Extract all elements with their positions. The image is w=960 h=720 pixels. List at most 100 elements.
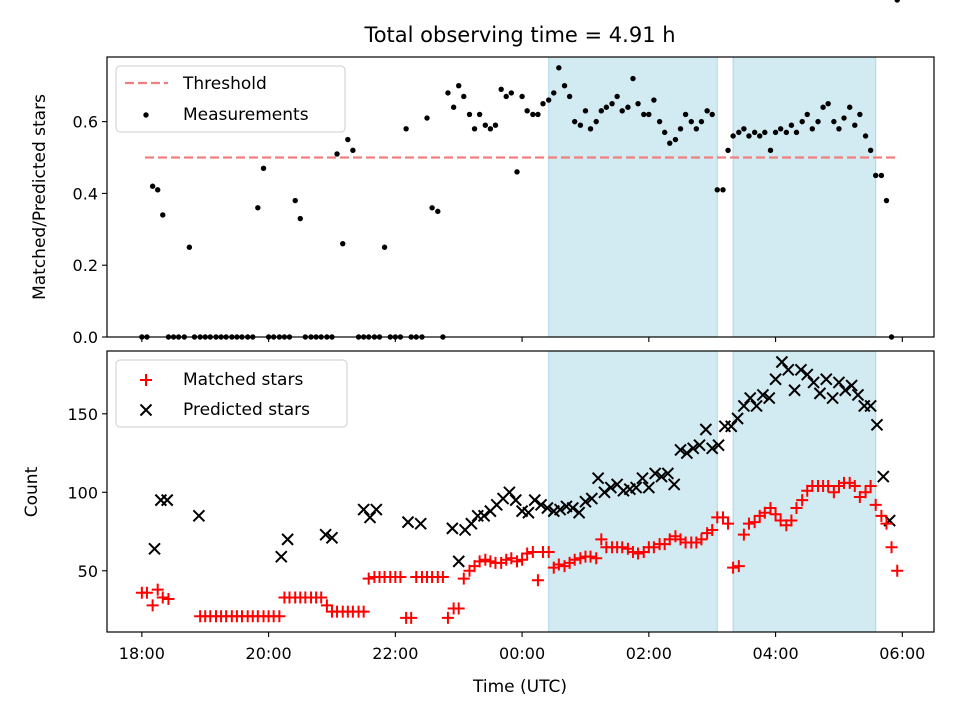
x-tick-label: 18:00	[119, 644, 165, 663]
measurement-point	[160, 212, 166, 218]
measurement-point	[820, 104, 826, 110]
matched-star-point	[362, 572, 375, 585]
matched-star-point	[827, 486, 840, 499]
predicted-star-point	[807, 376, 820, 389]
matched-star-point	[526, 545, 539, 558]
x-tick-label: 22:00	[372, 644, 418, 663]
matched-star-point	[732, 560, 745, 573]
measurement-point	[714, 187, 720, 193]
measurement-point	[777, 126, 784, 132]
predicted-star-point	[725, 420, 738, 433]
measurement-point	[530, 111, 536, 118]
measurement-point	[815, 118, 821, 125]
matched-star-point	[769, 508, 782, 521]
measurement-points	[139, 0, 900, 340]
measurement-point	[894, 0, 900, 3]
measurement-point	[508, 90, 515, 96]
legend-measurements-label: Measurements	[183, 105, 309, 125]
measurement-point	[519, 93, 525, 100]
predicted-star-point	[528, 493, 541, 507]
measurement-point	[635, 100, 641, 107]
measurement-point	[476, 111, 483, 118]
top-legend: Threshold Measurements	[115, 65, 346, 133]
measurement-point	[381, 244, 388, 250]
predicted-star-point	[744, 391, 757, 405]
predicted-star-point	[465, 517, 478, 530]
predicted-star-point	[629, 481, 643, 494]
predicted-star-point	[503, 486, 516, 499]
measurement-point	[345, 136, 351, 143]
matched-star-point	[859, 486, 872, 499]
measurement-point	[672, 136, 679, 143]
measurement-point	[340, 240, 346, 247]
predicted-star-point	[636, 471, 649, 485]
top-y-tick-label: 0.0	[73, 328, 98, 347]
measurement-point	[260, 165, 267, 171]
measurement-point	[514, 169, 520, 175]
measurement-point	[725, 147, 731, 154]
matched-star-point	[632, 547, 645, 560]
predicted-star-point	[325, 531, 339, 545]
matched-star-point	[822, 480, 835, 493]
predicted-star-point	[693, 438, 706, 452]
measurement-point	[429, 205, 435, 211]
matched-star-point	[880, 517, 893, 530]
measurement-point	[857, 111, 863, 118]
matched-star-point	[764, 501, 777, 514]
legend-measurements-swatch	[143, 112, 149, 118]
measurement-point	[693, 126, 700, 132]
measurement-point	[503, 93, 509, 100]
measurement-point	[350, 147, 356, 154]
matched-star-point	[156, 591, 169, 604]
measurement-point	[587, 126, 594, 132]
measurement-point	[709, 111, 715, 118]
matched-star-point	[785, 514, 798, 527]
predicted-star-point	[705, 442, 719, 455]
measurement-point	[619, 108, 625, 114]
predicted-star-point	[522, 506, 535, 519]
matched-star-point	[273, 610, 286, 623]
matched-star-point	[357, 605, 370, 618]
predicted-star-point	[275, 550, 288, 563]
legend-predicted-label: Predicted stars	[183, 400, 310, 420]
measurement-point	[445, 90, 451, 96]
measurement-point	[646, 111, 652, 118]
measurement-point	[566, 93, 573, 100]
predicted-star-point	[864, 399, 877, 413]
measurement-point	[154, 187, 161, 193]
measurement-point	[297, 215, 303, 222]
predicted-star-point	[826, 391, 839, 405]
legend-matched-label: Matched stars	[183, 370, 303, 390]
predicted-star-point	[370, 503, 383, 516]
measurement-point	[582, 108, 589, 114]
legend-threshold-label: Threshold	[182, 74, 267, 94]
measurement-point	[730, 133, 736, 139]
measurement-point	[461, 93, 467, 100]
matched-star-point	[511, 555, 524, 568]
measurement-point	[609, 100, 615, 107]
top-y-label: Matched/Predicted stars	[30, 94, 50, 300]
x-tick-label: 04:00	[753, 644, 799, 663]
predicted-star-point	[820, 373, 833, 386]
measurement-point	[598, 108, 604, 114]
predicted-star-point	[661, 467, 675, 480]
legend-matched-swatch	[140, 374, 152, 386]
measurement-point	[641, 111, 647, 118]
predicted-star-point	[750, 399, 763, 413]
matched-star-point	[626, 545, 639, 558]
measurement-point	[593, 118, 599, 125]
matched-star-point	[436, 571, 449, 584]
measurement-point	[783, 129, 790, 136]
measurement-point	[614, 93, 620, 100]
matched-star-point	[727, 561, 740, 574]
bottom-panel: 50 100 150 18:00 20:00 22:00 00:00 02:00 04:00 0…	[22, 351, 935, 697]
predicted-star-point	[731, 412, 744, 425]
matched-star-point	[616, 541, 629, 554]
measurement-point	[762, 129, 768, 136]
measurement-point	[292, 197, 298, 204]
measurement-point	[757, 133, 763, 139]
measurement-point	[862, 133, 869, 139]
measurement-point	[746, 133, 752, 139]
predicted-star-point	[839, 384, 852, 397]
measurement-point	[535, 111, 541, 118]
